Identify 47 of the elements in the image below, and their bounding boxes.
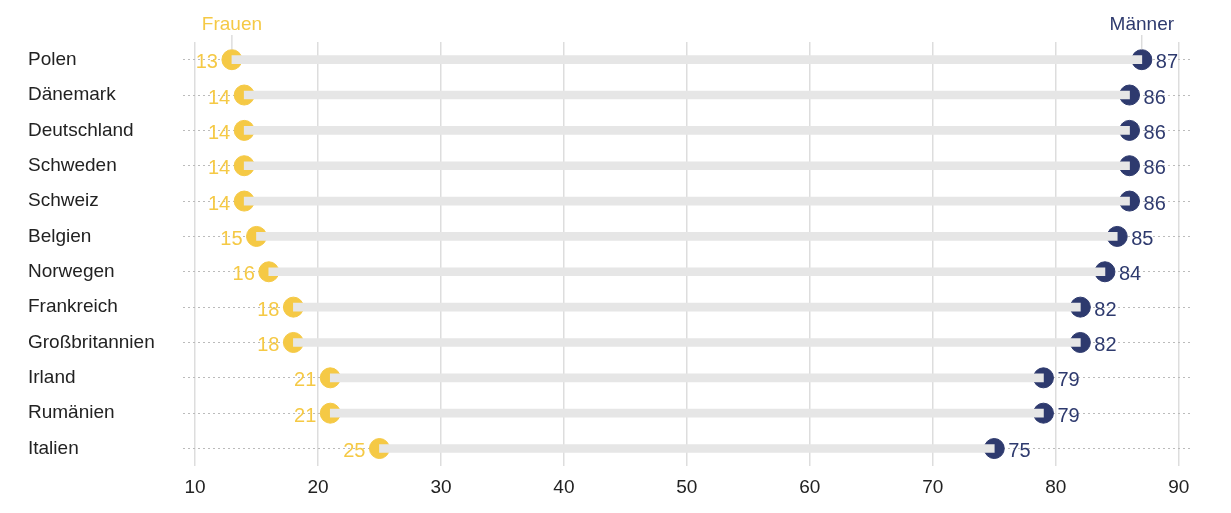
y-tick-label: Italien [28,436,79,458]
x-tick-label: 60 [799,475,821,497]
data-label: 13 [195,50,218,73]
x-tick-label: 30 [430,475,452,497]
data-label: 21 [294,368,317,391]
data-label: 86 [1143,85,1166,108]
y-tick-label: Irland [28,366,76,388]
data-label: 18 [257,297,280,320]
data-label: 84 [1118,262,1142,285]
y-tick-label: Schweden [28,153,117,175]
y-tick-label: Großbritannien [28,330,155,352]
data-label: 86 [1143,191,1166,214]
data-label: 14 [207,85,231,108]
y-tick-label: Polen [28,47,77,69]
y-tick-label: Belgien [28,224,92,246]
data-label: 21 [294,403,317,426]
data-label: 14 [207,156,231,179]
data-label: 14 [207,191,231,214]
data-label: 25 [343,439,366,462]
x-tick-label: 50 [676,475,698,497]
data-label: 14 [207,120,231,143]
y-tick-label: Frankreich [28,295,118,317]
data-label: 86 [1143,156,1166,179]
x-tick-label: 20 [307,475,329,497]
data-label: 79 [1057,403,1080,426]
x-tick-label: 80 [1045,475,1067,497]
x-tick-label: 10 [184,475,206,497]
y-tick-label: Norwegen [28,260,115,282]
data-label: 79 [1057,368,1080,391]
series-label: Männer [1109,12,1175,34]
data-label: 87 [1155,50,1179,73]
data-label: 18 [257,332,280,355]
data-label: 82 [1094,332,1117,355]
data-label: 82 [1094,297,1117,320]
y-tick-label: Schweiz [28,189,99,211]
data-label: 86 [1143,120,1166,143]
data-label: 15 [220,226,243,249]
x-tick-label: 90 [1168,475,1190,497]
y-tick-label: Rumänien [28,401,115,423]
y-tick-label: Deutschland [28,118,134,140]
data-label: 85 [1131,226,1154,249]
data-label: 75 [1008,439,1031,462]
series-label: Frauen [201,12,263,34]
data-label: 16 [232,262,255,285]
y-tick-label: Dänemark [28,83,117,105]
x-tick-label: 40 [553,475,575,497]
x-tick-label: 70 [922,475,944,497]
